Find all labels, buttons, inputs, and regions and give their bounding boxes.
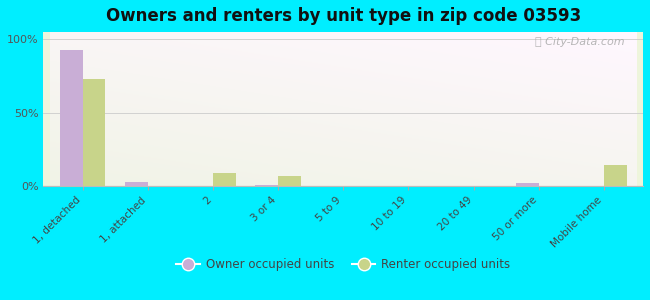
Bar [83, 79, 105, 186]
Bar [255, 184, 278, 186]
Bar [60, 50, 83, 186]
Title: Owners and renters by unit type in zip code 03593: Owners and renters by unit type in zip c… [105, 7, 581, 25]
Text: ⓘ City-Data.com: ⓘ City-Data.com [536, 37, 625, 47]
Bar [516, 183, 539, 186]
Bar [604, 166, 627, 186]
Bar [125, 182, 148, 186]
Bar [213, 173, 236, 186]
Legend: Owner occupied units, Renter occupied units: Owner occupied units, Renter occupied un… [172, 253, 515, 275]
Bar [278, 176, 301, 186]
